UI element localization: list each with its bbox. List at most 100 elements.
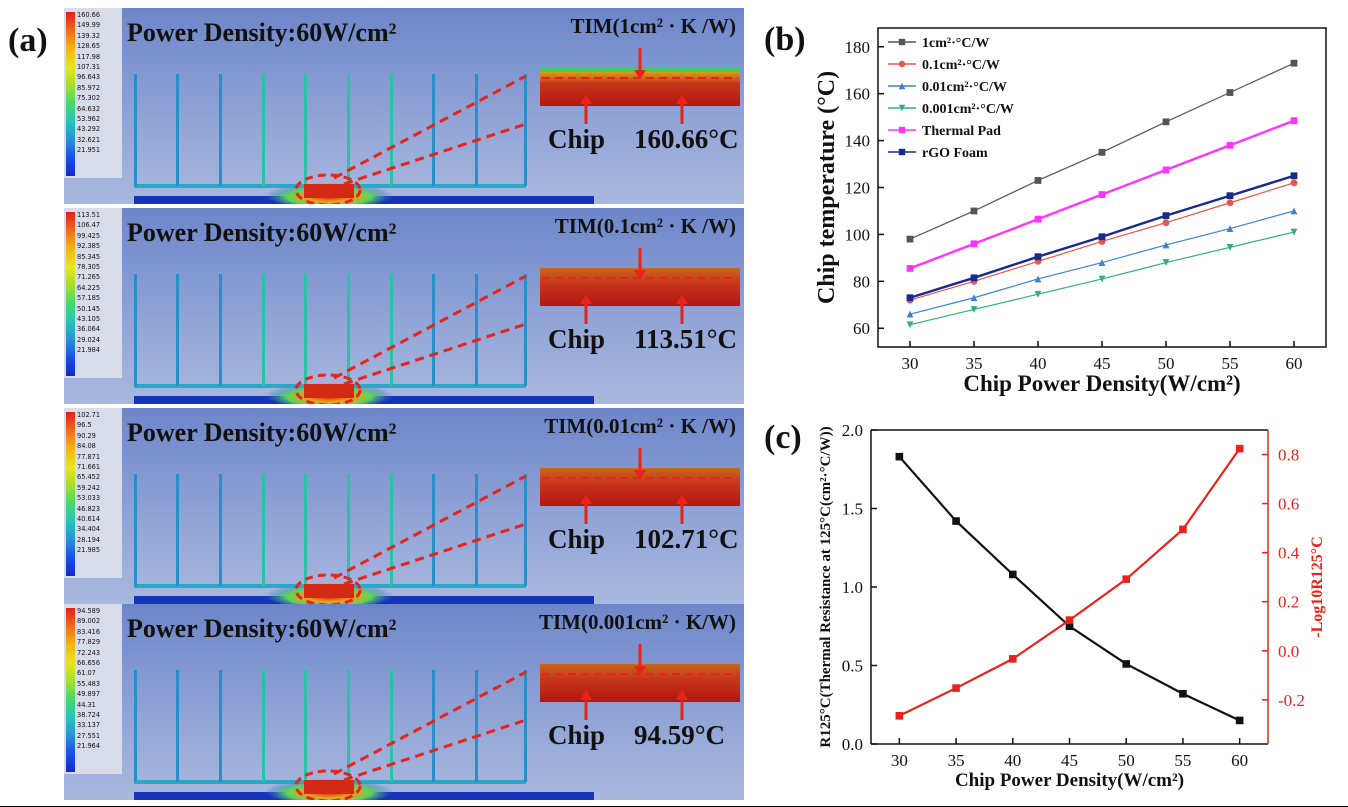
y-axis-label-right: -Log10R125°C bbox=[1309, 536, 1326, 638]
heatsink-fin bbox=[475, 474, 478, 586]
legend-values: 113.51 106.47 99.425 92.385 85.345 78.305 71.2… bbox=[77, 210, 100, 355]
power-density-label: Power Density:60W/cm² bbox=[127, 614, 397, 643]
heatsink-fin bbox=[347, 474, 350, 586]
legend-value: 99.425 bbox=[77, 231, 101, 240]
x-tick-label: 35 bbox=[948, 751, 965, 770]
legend-value: 43.105 bbox=[77, 314, 101, 323]
legend-values: 160.66 149.99 139.32 128.65 117.98 107.31 96.6… bbox=[77, 10, 100, 155]
arrow-up-head bbox=[676, 690, 688, 700]
heatsink-fin bbox=[262, 274, 265, 386]
legend-value: 128.65 bbox=[77, 42, 101, 51]
heatsink-fin bbox=[262, 670, 265, 782]
legend-value: 160.66 bbox=[77, 11, 101, 19]
zoom-line bbox=[333, 74, 527, 180]
heatsink-fin bbox=[524, 74, 527, 186]
data-point bbox=[906, 321, 914, 329]
legend-value: 43.292 bbox=[77, 125, 101, 134]
legend-value: 53.033 bbox=[77, 494, 101, 503]
data-point bbox=[1122, 575, 1131, 583]
legend-value: 94.589 bbox=[77, 607, 101, 615]
y-tick-label: 60 bbox=[853, 319, 870, 338]
data-point bbox=[895, 452, 904, 461]
heatsink-fin bbox=[475, 274, 478, 386]
legend-marker bbox=[898, 82, 906, 90]
data-point bbox=[1098, 259, 1106, 266]
data-point bbox=[906, 265, 914, 272]
legend-value: 72.243 bbox=[77, 648, 101, 657]
x-tick-label: 55 bbox=[1174, 751, 1191, 770]
legend-value: 83.416 bbox=[77, 627, 101, 636]
y-tick-label: 160 bbox=[845, 85, 871, 104]
legend-entry: 1cm²·°C/W bbox=[922, 36, 989, 51]
data-point bbox=[1226, 199, 1234, 207]
legend-value: 50.145 bbox=[77, 304, 101, 313]
heatsink-fin bbox=[475, 74, 478, 186]
arrow-up-head bbox=[580, 294, 592, 304]
legend-value: 149.99 bbox=[77, 21, 101, 30]
legend-value: 44.31 bbox=[77, 700, 96, 709]
color-legend: 94.589 89.002 83.416 77.829 72.243 66.656 61.0… bbox=[64, 604, 122, 774]
data-point bbox=[1162, 212, 1170, 220]
heatsink-drawing bbox=[134, 448, 740, 604]
y-tick-label-left: 0.5 bbox=[842, 657, 863, 676]
heatsink-fin bbox=[432, 274, 435, 386]
data-point bbox=[895, 711, 904, 720]
x-tick-label: 60 bbox=[1231, 751, 1248, 770]
legend-value: 117.98 bbox=[77, 52, 101, 61]
legend-value: 71.661 bbox=[77, 462, 101, 471]
y-axis-label: Chip temperature (°C) bbox=[814, 71, 840, 304]
chip-label: Chip bbox=[548, 524, 606, 554]
heatsink-fin bbox=[262, 474, 265, 586]
data-point bbox=[1098, 148, 1106, 156]
heatsink-fin bbox=[524, 274, 527, 386]
data-point bbox=[1179, 689, 1187, 698]
panel-c-label: (c) bbox=[764, 419, 802, 456]
data-point bbox=[952, 684, 960, 692]
legend-value: 66.656 bbox=[77, 658, 101, 667]
zoom-line bbox=[343, 522, 527, 586]
data-point bbox=[1235, 444, 1244, 453]
heatsink-fin bbox=[390, 670, 393, 782]
arrow-up-head bbox=[676, 494, 688, 504]
x-tick-label: 45 bbox=[1094, 354, 1111, 373]
data-point bbox=[1034, 290, 1042, 298]
zoom-ellipse bbox=[294, 173, 362, 204]
zoom-line bbox=[333, 670, 527, 776]
legend-value: 21.964 bbox=[77, 742, 101, 751]
panel-c: (c) 0.0 0.5 1.0 1.5 2.0 -0.2 0.0 0.2 0.4 0.6 0.8 30 3… bbox=[756, 406, 1344, 802]
legend-value: 57.185 bbox=[77, 294, 101, 303]
arrow-up-head bbox=[676, 294, 688, 304]
tim-label: TIM(0.01cm² · K /W) bbox=[544, 414, 736, 438]
panel-a-label: (a) bbox=[8, 22, 48, 59]
legend-entry: Thermal Pad bbox=[922, 124, 1001, 139]
zoom-line bbox=[333, 274, 527, 380]
x-tick-label: 50 bbox=[1158, 354, 1175, 373]
heatsink-fin bbox=[524, 474, 527, 586]
color-legend: 102.71 96.5 90.29 84.08 77.871 71.661 65.452 59… bbox=[64, 408, 122, 578]
data-point bbox=[970, 294, 978, 302]
x-tick-label: 50 bbox=[1118, 751, 1135, 770]
simulation-3: 102.71 96.5 90.29 84.08 77.871 71.661 65.452 59… bbox=[64, 408, 744, 604]
data-point bbox=[906, 235, 914, 243]
y-tick-label-right: 0.6 bbox=[1278, 495, 1299, 514]
zoom-ellipse bbox=[294, 573, 362, 604]
chart-c: (c) 0.0 0.5 1.0 1.5 2.0 -0.2 0.0 0.2 0.4 0.6 0.8 30 3… bbox=[764, 419, 1326, 791]
heatsink-fin bbox=[304, 74, 307, 186]
legend-entry: 0.1cm²·°C/W bbox=[922, 58, 1000, 73]
legend-value: 78.305 bbox=[77, 262, 101, 271]
panel-a: (a) 160.66 149.99 139.32 128.65 117.98 107.31… bbox=[4, 4, 752, 802]
simulation-2: 113.51 106.47 99.425 92.385 85.345 78.305 71.2… bbox=[64, 208, 744, 404]
zoom-line bbox=[343, 718, 527, 782]
arrow-down-head bbox=[634, 270, 646, 280]
data-point bbox=[1098, 191, 1106, 198]
panel-b-label: (b) bbox=[764, 21, 806, 58]
legend-value: 32.621 bbox=[77, 135, 101, 144]
heatsink-fin bbox=[219, 670, 222, 782]
legend-value: 96.5 bbox=[77, 421, 92, 430]
legend-value: 64.632 bbox=[77, 104, 101, 113]
legend-value: 34.404 bbox=[77, 525, 101, 534]
data-point bbox=[1162, 241, 1170, 249]
legend-value: 49.897 bbox=[77, 690, 101, 699]
legend-value: 61.07 bbox=[77, 669, 96, 678]
